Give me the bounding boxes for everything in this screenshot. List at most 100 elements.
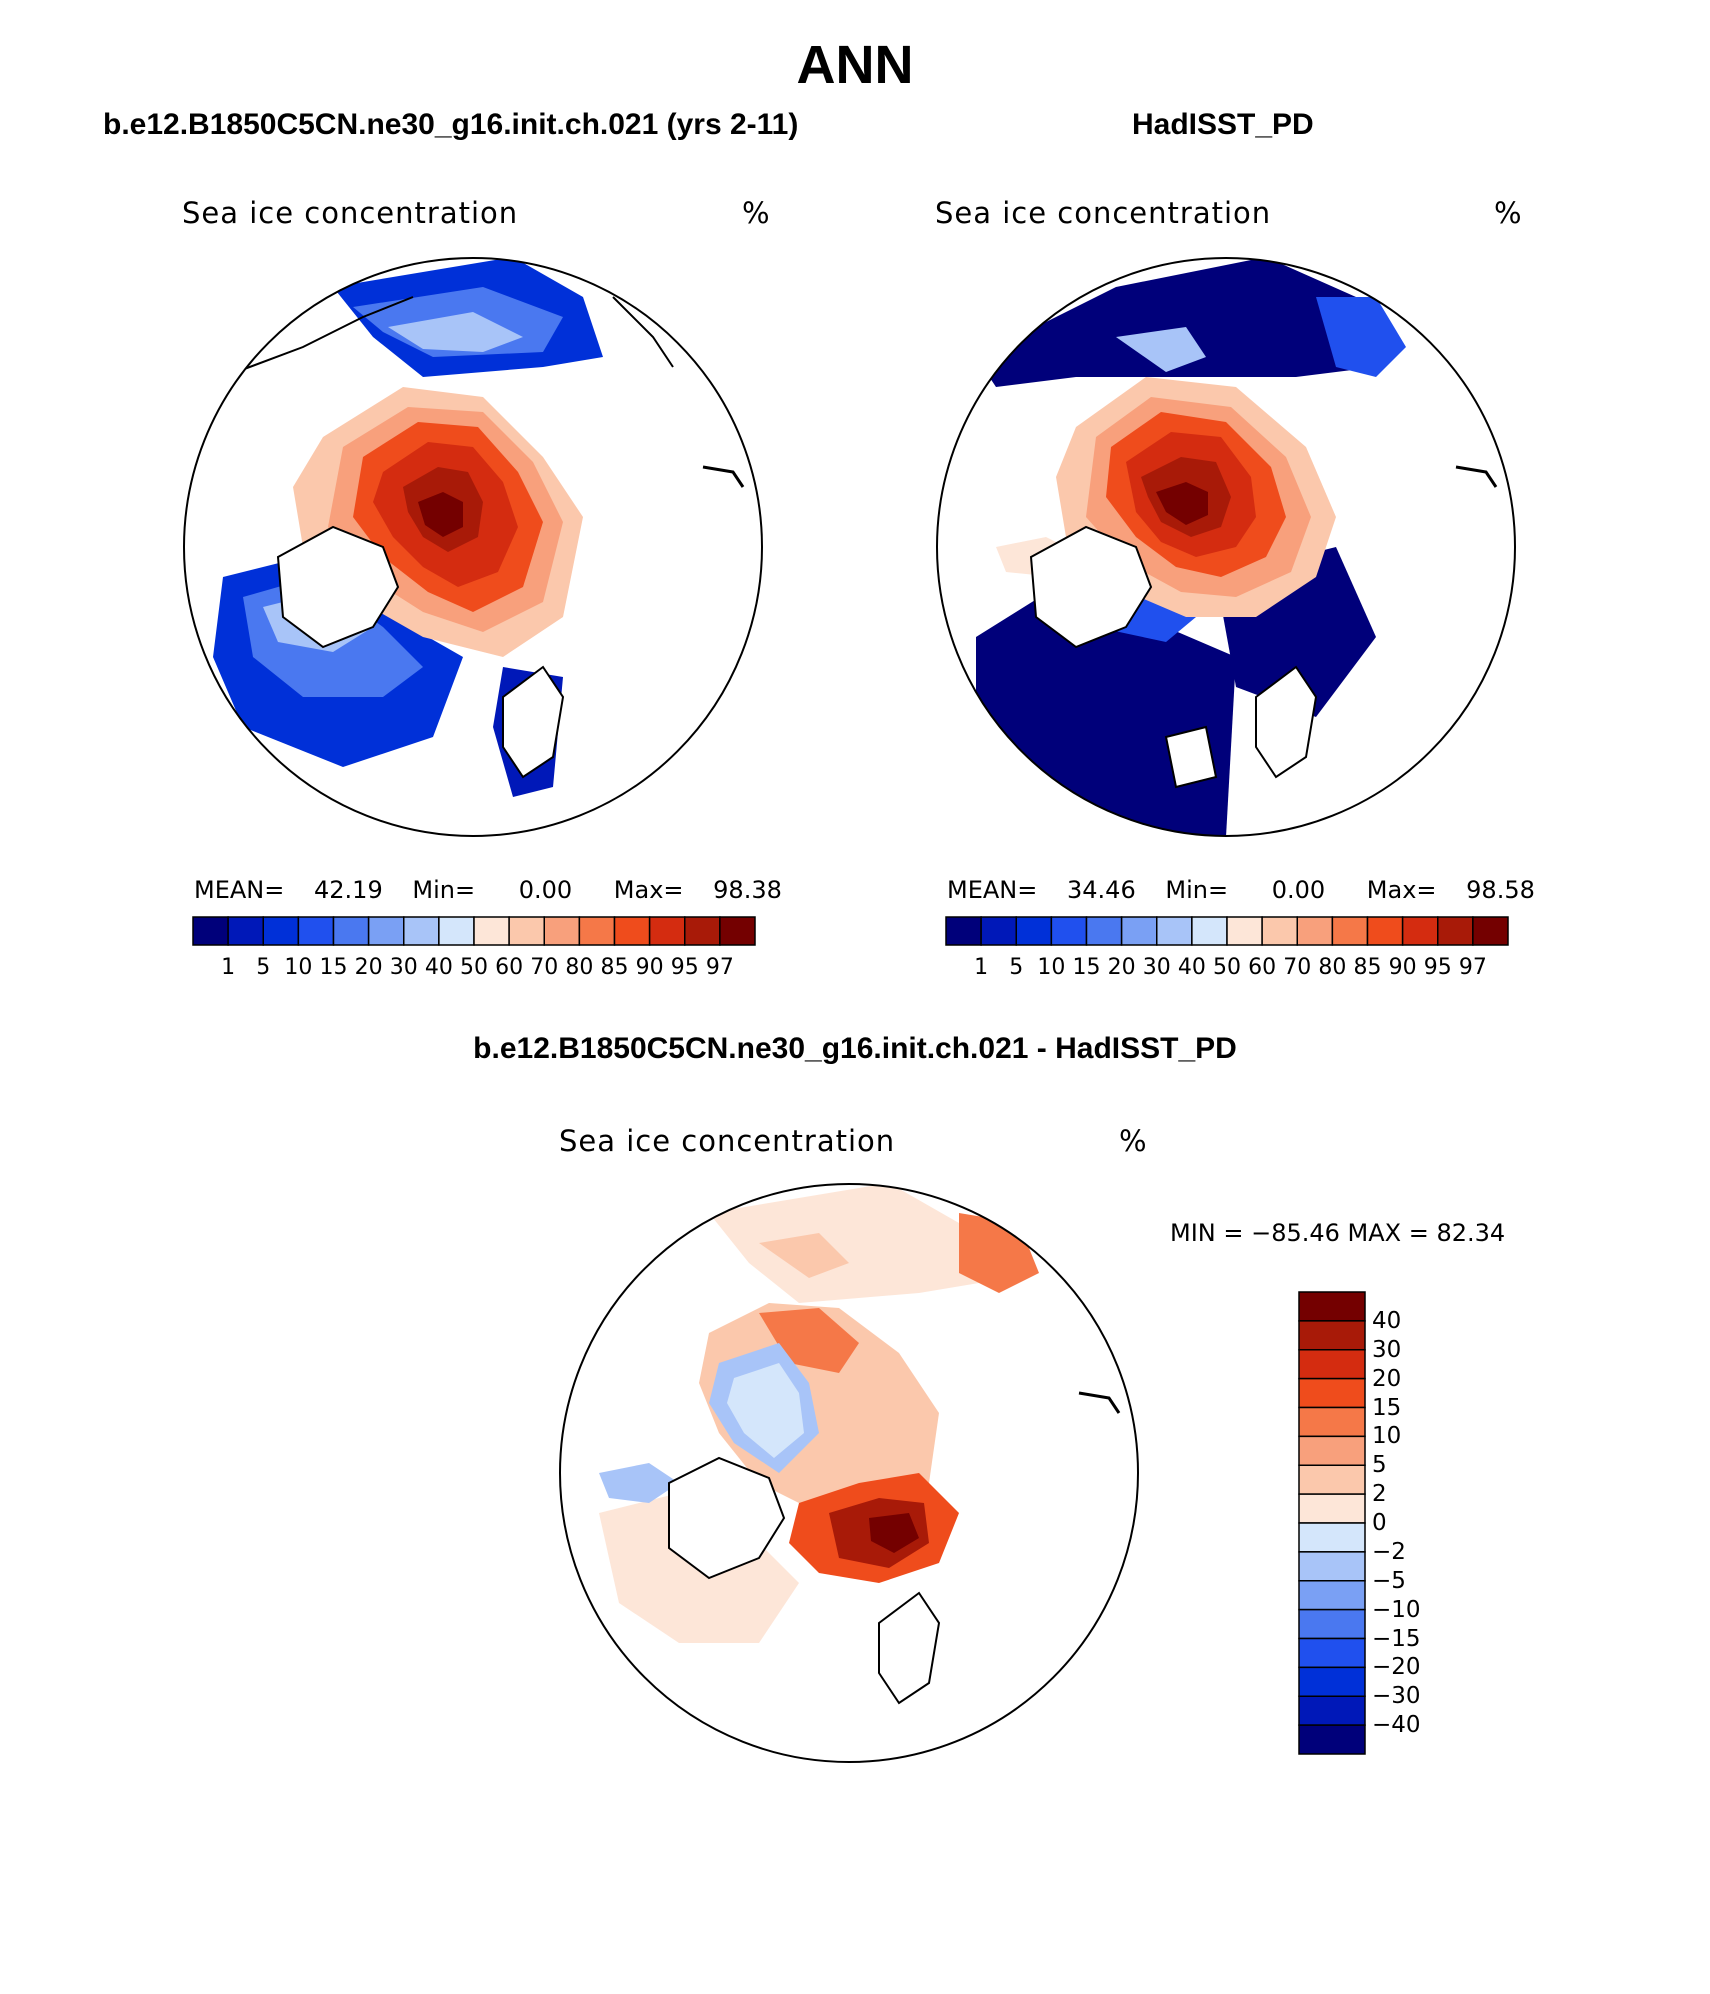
- unit-label-model: %: [742, 196, 771, 230]
- colorbar-obs-tick-label: 70: [1283, 955, 1312, 980]
- colorbar-obs-swatch-7: [1191, 916, 1228, 946]
- mean-value-model: 42.19: [314, 876, 383, 904]
- colorbar-obs-tick-label: 5: [1009, 955, 1024, 980]
- colorbar-obs-tick-label: 60: [1248, 955, 1277, 980]
- colorbar-obs-swatch-2: [1015, 916, 1053, 946]
- mean-value-obs: 34.46: [1067, 876, 1136, 904]
- colorbar-diff-swatch-5: [1298, 1435, 1366, 1466]
- colorbar-model-swatch-3: [297, 916, 335, 946]
- field-label-model: Sea ice concentration: [182, 196, 519, 230]
- colorbar-obs-swatch-15: [1472, 916, 1509, 946]
- colorbar-diff-tick-label: 30: [1372, 1336, 1402, 1363]
- case-title-model: b.e12.B1850C5CN.ne30_g16.init.ch.021 (yr…: [103, 108, 799, 141]
- colorbar-diff-swatch-15: [1298, 1724, 1366, 1755]
- colorbar-model-swatch-1: [227, 916, 264, 946]
- min-label-obs: Min=: [1165, 876, 1229, 904]
- colorbar-model-swatch-15: [719, 916, 756, 946]
- colorbar-diff-tick-label: −30: [1372, 1683, 1421, 1710]
- colorbar-diff-swatch-3: [1298, 1377, 1366, 1409]
- max-label-model: Max=: [613, 876, 684, 904]
- colorbar-obs-tick-label: 1: [974, 955, 989, 980]
- colorbar-obs-tick-label: 95: [1423, 955, 1452, 980]
- colorbar-model-swatch-9: [508, 916, 545, 946]
- colorbar-model-swatch-10: [543, 916, 581, 946]
- colorbar-obs-swatch-8: [1226, 916, 1263, 946]
- colorbar-diff-tick-label: 10: [1372, 1423, 1402, 1450]
- colorbar-model-tick-label: 5: [256, 955, 271, 980]
- colorbar-diff-swatch-4: [1298, 1406, 1366, 1438]
- min-value-obs: 0.00: [1271, 876, 1326, 904]
- colorbar-model-tick-label: 60: [495, 955, 524, 980]
- map-obs: [936, 257, 1516, 837]
- colorbar-obs-swatch-14: [1437, 916, 1474, 946]
- colorbar-model: [192, 916, 756, 946]
- colorbar-model-swatch-11: [578, 916, 616, 946]
- colorbar-model-swatch-5: [367, 916, 405, 946]
- unit-label-diff: %: [1119, 1124, 1148, 1158]
- colorbar-obs-tick-label: 50: [1213, 955, 1241, 980]
- colorbar-diff-tick-label: −20: [1372, 1654, 1421, 1681]
- colorbar-model-swatch-4: [332, 916, 370, 946]
- colorbar-obs-swatch-9: [1261, 916, 1298, 946]
- colorbar-model-tick-label: 50: [460, 955, 488, 980]
- colorbar-obs-swatch-10: [1296, 916, 1334, 946]
- colorbar-model-tick-label: 70: [530, 955, 559, 980]
- colorbar-diff-swatch-8: [1298, 1522, 1366, 1553]
- field-label-diff: Sea ice concentration: [559, 1124, 896, 1158]
- colorbar-model-swatch-13: [648, 916, 686, 946]
- colorbar-diff-swatch-11: [1298, 1608, 1366, 1640]
- colorbar-diff-tick-label: 40: [1372, 1307, 1402, 1334]
- colorbar-obs-swatch-11: [1331, 916, 1369, 946]
- colorbar-model-tick-label: 20: [354, 955, 383, 980]
- colorbar-diff-tick-label: 15: [1372, 1394, 1402, 1421]
- colorbar-model-tick-label: 80: [565, 955, 594, 980]
- colorbar-obs-tick-label: 80: [1318, 955, 1347, 980]
- colorbar-obs-tick-label: 20: [1107, 955, 1136, 980]
- colorbar-model-tick-label: 15: [319, 955, 348, 980]
- colorbar-diff-swatch-9: [1298, 1551, 1366, 1582]
- colorbar-ticks-obs: 1 5 10 15 20 30 40 50 60 70 80 85 90 95 97: [946, 955, 1508, 981]
- colorbar-diff-tick-label: −2: [1372, 1538, 1406, 1565]
- colorbar-model-swatch-7: [438, 916, 475, 946]
- colorbar-model-tick-label: 97: [705, 955, 734, 980]
- case-title-obs: HadISST_PD: [1132, 108, 1314, 141]
- colorbar-obs-tick-label: 97: [1458, 955, 1487, 980]
- colorbar-diff-tick-label: −5: [1372, 1567, 1406, 1594]
- colorbar-diff-tick-label: 2: [1372, 1481, 1387, 1508]
- colorbar-model-swatch-8: [473, 916, 510, 946]
- colorbar-model-tick-label: 85: [600, 955, 629, 980]
- colorbar-diff-tick-label: −10: [1372, 1596, 1421, 1623]
- colorbar-ticks-diff: 40 30 20 15 10 5 2 0 −2 −5 −10 −15 −20 −30 −40: [1372, 1291, 1452, 1755]
- colorbar-obs-swatch-0: [945, 916, 982, 946]
- colorbar-diff-swatch-1: [1298, 1320, 1366, 1351]
- colorbar-diff-swatch-12: [1298, 1637, 1366, 1669]
- colorbar-obs-tick-label: 40: [1177, 955, 1206, 980]
- colorbar-obs-tick-label: 15: [1072, 955, 1101, 980]
- colorbar-model-swatch-12: [613, 916, 651, 946]
- colorbar-obs-swatch-4: [1085, 916, 1123, 946]
- colorbar-obs-swatch-3: [1050, 916, 1088, 946]
- colorbar-model-tick-label: 30: [389, 955, 418, 980]
- colorbar-diff-swatch-14: [1298, 1695, 1366, 1726]
- colorbar-diff: [1298, 1291, 1366, 1755]
- colorbar-ticks-model: 1 5 10 15 20 30 40 50 60 70 80 85 90 95 97: [193, 955, 755, 981]
- colorbar-obs-tick-label: 30: [1142, 955, 1171, 980]
- colorbar-diff-swatch-7: [1298, 1493, 1366, 1524]
- colorbar-diff-tick-label: 0: [1372, 1510, 1387, 1536]
- colorbar-diff-tick-label: −15: [1372, 1625, 1421, 1652]
- min-value-model: 0.00: [518, 876, 573, 904]
- max-label-obs: Max=: [1366, 876, 1437, 904]
- colorbar-model-tick-label: 90: [635, 955, 664, 980]
- colorbar-obs-tick-label: 90: [1388, 955, 1417, 980]
- diff-minmax: MIN = −85.46 MAX = 82.34: [1170, 1219, 1506, 1247]
- colorbar-model-tick-label: 10: [284, 955, 313, 980]
- colorbar-model-swatch-6: [403, 916, 440, 946]
- unit-label-obs: %: [1494, 196, 1523, 230]
- field-label-obs: Sea ice concentration: [935, 196, 1272, 230]
- colorbar-obs-tick-label: 85: [1353, 955, 1382, 980]
- colorbar-obs-swatch-13: [1401, 916, 1439, 946]
- map-model: [183, 257, 763, 837]
- colorbar-diff-tick-label: −40: [1372, 1712, 1421, 1739]
- colorbar-diff-swatch-0: [1298, 1291, 1366, 1322]
- colorbar-diff-swatch-2: [1298, 1349, 1366, 1380]
